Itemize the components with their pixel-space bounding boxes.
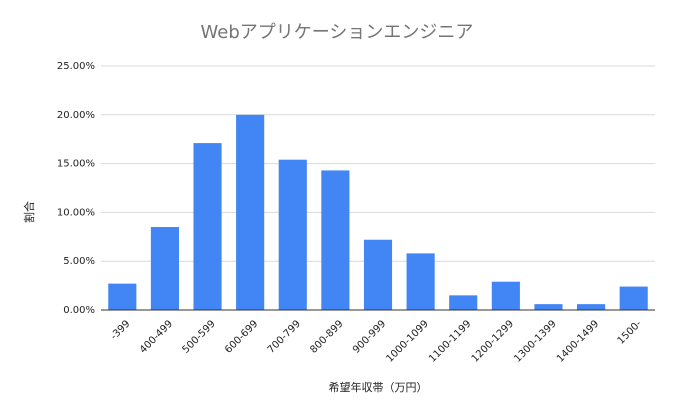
y-axis-title: 割合	[22, 201, 36, 223]
bar	[449, 295, 478, 310]
x-tick-label: 1300-1399	[512, 318, 558, 364]
bar	[236, 114, 265, 310]
x-tick-label: -399	[109, 318, 133, 342]
y-tick-label: 5.00%	[63, 256, 95, 267]
x-tick-label: 1100-1199	[427, 318, 473, 364]
y-tick-label: 15.00%	[57, 159, 95, 170]
x-tick-label: 1500-	[616, 318, 645, 347]
x-tick-label: 1200-1299	[470, 318, 516, 364]
x-tick-label: 500-599	[180, 318, 217, 355]
bar	[491, 281, 520, 310]
y-tick-label: 20.00%	[57, 110, 95, 121]
bar	[278, 159, 307, 310]
x-tick-label: 1400-1499	[555, 318, 601, 364]
y-tick-label: 25.00%	[57, 61, 95, 72]
x-tick-label: 400-499	[138, 318, 175, 355]
x-axis-title: 希望年収帯（万円）	[329, 380, 428, 394]
x-tick-label: 800-899	[308, 318, 345, 355]
bar	[619, 286, 648, 310]
bar	[150, 227, 179, 310]
bar	[534, 304, 563, 310]
x-tick-label: 700-799	[266, 318, 303, 355]
bar	[406, 253, 435, 310]
bar	[363, 239, 393, 310]
bar	[321, 170, 350, 310]
bar	[193, 143, 222, 310]
bar	[577, 304, 606, 310]
chart-title: Webアプリケーションエンジニア	[201, 22, 474, 43]
x-tick-label: 600-699	[223, 318, 260, 355]
bar	[108, 283, 137, 310]
y-tick-label: 10.00%	[57, 207, 95, 218]
x-tick-label: 900-999	[351, 318, 388, 355]
y-tick-label: 0.00%	[63, 305, 95, 316]
x-tick-label: 1000-1099	[385, 318, 431, 364]
